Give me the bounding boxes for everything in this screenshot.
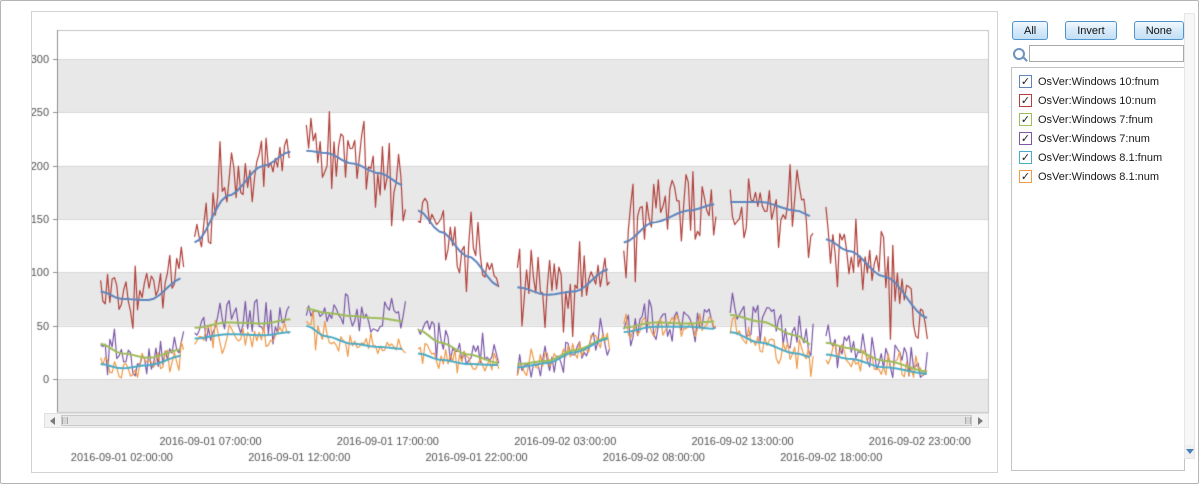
none-button[interactable]: None bbox=[1133, 21, 1184, 40]
legend-item-label: OsVer:Windows 8.1:fnum bbox=[1038, 151, 1163, 164]
all-button[interactable]: All bbox=[1012, 21, 1049, 40]
legend-item[interactable]: ✓ OsVer:Windows 8.1:num bbox=[1012, 167, 1184, 186]
right-arrow-icon bbox=[978, 416, 983, 425]
invert-button[interactable]: Invert bbox=[1065, 21, 1117, 40]
horizontal-scrollbar[interactable] bbox=[44, 413, 989, 428]
chart-panel bbox=[31, 11, 998, 473]
legend-checkbox[interactable]: ✓ bbox=[1019, 151, 1032, 164]
search-bar bbox=[1012, 45, 1184, 62]
legend-item[interactable]: ✓ OsVer:Windows 10:num bbox=[1012, 91, 1184, 110]
search-icon bbox=[1013, 47, 1025, 60]
scrollbar-track[interactable] bbox=[60, 414, 973, 427]
search-input[interactable] bbox=[1029, 45, 1184, 62]
legend-item[interactable]: ✓ OsVer:Windows 7:fnum bbox=[1012, 110, 1184, 129]
legend-checkbox[interactable]: ✓ bbox=[1019, 132, 1032, 145]
vertical-scrollbar[interactable] bbox=[1184, 13, 1195, 459]
legend-item-label: OsVer:Windows 10:num bbox=[1038, 94, 1156, 107]
legend-toolbar: All Invert None bbox=[1012, 21, 1184, 40]
down-arrow-icon bbox=[1185, 449, 1194, 454]
scroll-down-button[interactable] bbox=[1185, 445, 1194, 458]
legend-checkbox[interactable]: ✓ bbox=[1019, 113, 1032, 126]
legend-item-label: OsVer:Windows 10:fnum bbox=[1038, 75, 1160, 88]
legend-item-label: OsVer:Windows 7:fnum bbox=[1038, 113, 1153, 126]
chart-canvas[interactable] bbox=[32, 12, 997, 472]
scrollbar-left-handle[interactable] bbox=[62, 417, 68, 424]
legend-list: ✓ OsVer:Windows 10:fnum ✓ OsVer:Windows 10:… bbox=[1011, 67, 1185, 471]
legend-item[interactable]: ✓ OsVer:Windows 10:fnum bbox=[1012, 72, 1184, 91]
legend-item[interactable]: ✓ OsVer:Windows 7:num bbox=[1012, 129, 1184, 148]
legend-item-label: OsVer:Windows 7:num bbox=[1038, 132, 1150, 145]
scrollbar-thumb[interactable] bbox=[61, 415, 972, 426]
legend-panel: All Invert None ✓ OsVer:Windows 10:fnum ✓ O… bbox=[1011, 13, 1185, 471]
legend-item[interactable]: ✓ OsVer:Windows 8.1:fnum bbox=[1012, 148, 1184, 167]
scrollbar-right-handle[interactable] bbox=[965, 417, 971, 424]
legend-checkbox[interactable]: ✓ bbox=[1019, 75, 1032, 88]
legend-checkbox[interactable]: ✓ bbox=[1019, 170, 1032, 183]
scroll-left-button[interactable] bbox=[45, 414, 60, 427]
scroll-right-button[interactable] bbox=[973, 414, 988, 427]
left-arrow-icon bbox=[50, 416, 55, 425]
legend-checkbox[interactable]: ✓ bbox=[1019, 94, 1032, 107]
legend-item-label: OsVer:Windows 8.1:num bbox=[1038, 170, 1160, 183]
